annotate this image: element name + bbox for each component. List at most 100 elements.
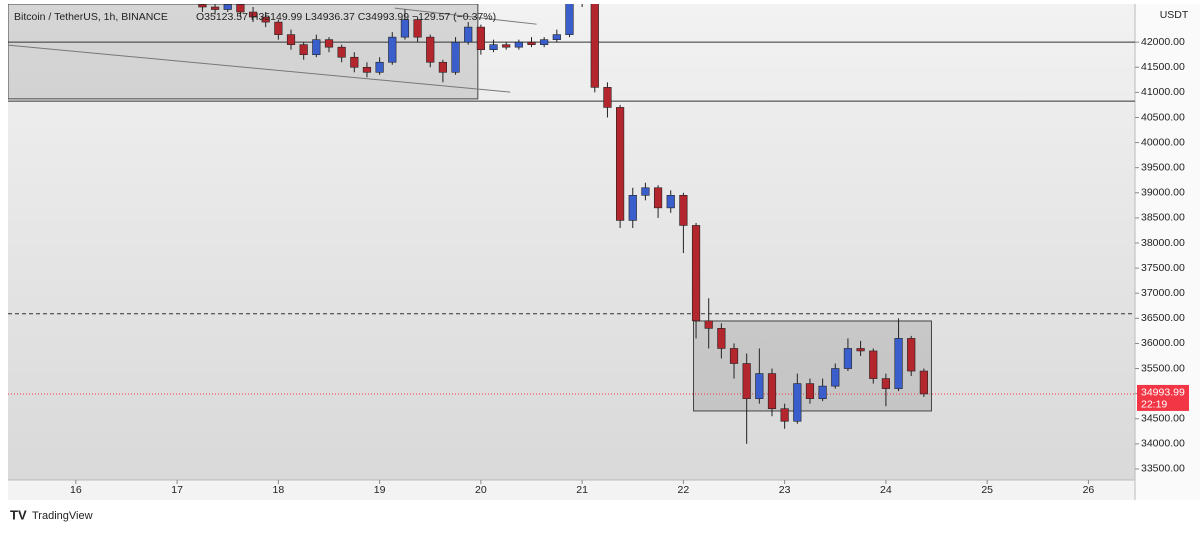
y-tick-label: 40000.00: [1141, 136, 1185, 148]
candle-body: [299, 44, 308, 56]
candle-body: [375, 61, 384, 73]
y-tick-label: 39500.00: [1141, 161, 1185, 173]
x-tick-label: 25: [981, 484, 993, 496]
y-tick-label: 34000.00: [1141, 438, 1185, 450]
y-tick-label: 41000.00: [1141, 86, 1185, 98]
x-tick-label: 16: [70, 484, 82, 496]
x-tick-label: 17: [171, 484, 183, 496]
x-tick-label: 19: [374, 484, 386, 496]
candle-body: [337, 46, 346, 58]
candle-body: [489, 44, 498, 50]
candle-body: [907, 338, 916, 372]
candle-body: [565, 4, 574, 35]
candle-body: [704, 320, 713, 329]
candle-body: [540, 39, 549, 45]
candle-body: [324, 39, 334, 48]
currency: USDT: [1160, 9, 1189, 21]
candle-body: [350, 56, 359, 68]
candle-body: [755, 373, 764, 399]
candle-body: [286, 34, 296, 45]
price-axis: [1135, 4, 1200, 500]
countdown-label: 22:19: [1141, 399, 1167, 411]
candle-body: [666, 195, 675, 209]
y-tick-label: 35500.00: [1141, 362, 1185, 374]
candle-body: [628, 195, 637, 221]
time-axis: [8, 480, 1135, 500]
range-box: [8, 4, 479, 100]
y-tick-label: 34500.00: [1141, 413, 1185, 425]
candle-body: [248, 11, 258, 18]
candle-body: [274, 21, 283, 35]
candle-body: [881, 378, 891, 389]
candle-body: [413, 19, 422, 38]
y-tick-label: 40500.00: [1141, 111, 1185, 123]
x-tick-label: 18: [273, 484, 285, 496]
candle-body: [729, 348, 739, 364]
plot-background: [8, 4, 1135, 480]
candle-body: [767, 373, 777, 410]
last-price-tag: [1137, 384, 1189, 411]
candle-body: [362, 66, 372, 73]
y-tick-label: 41500.00: [1141, 61, 1185, 73]
y-tick-label: 42000.00: [1141, 36, 1185, 48]
candle-body: [843, 348, 853, 369]
y-tick-label: 37000.00: [1141, 287, 1185, 299]
candle-body: [388, 36, 397, 63]
trend-line: [8, 44, 511, 93]
x-tick-label: 24: [880, 484, 892, 496]
plot: [8, 4, 1135, 444]
candle-body: [514, 41, 523, 48]
candle-body: [464, 26, 473, 43]
brand-logo: TV: [10, 507, 27, 522]
y-tick-label: 36000.00: [1141, 337, 1185, 349]
y-tick-label: 38000.00: [1141, 237, 1185, 249]
candle-body: [603, 87, 612, 108]
trend-line: [394, 7, 537, 25]
candle-body: [223, 4, 232, 10]
candle-body: [679, 195, 688, 226]
candle-body: [552, 34, 561, 40]
candle-body: [869, 350, 878, 379]
candle-body: [793, 383, 802, 422]
candle-body: [451, 41, 460, 73]
candle-body: [894, 338, 903, 389]
candle-body: [641, 187, 650, 196]
y-tick-label: 36500.00: [1141, 312, 1185, 324]
candle-body: [742, 363, 751, 399]
candle-body: [502, 44, 511, 48]
candle-body: [717, 328, 726, 349]
chart-title: Bitcoin / TetherUS, 1h, BINANCE: [14, 11, 168, 23]
candle-body: [210, 6, 220, 10]
candle-body: [805, 383, 815, 399]
candle-body: [691, 225, 701, 322]
x-tick-label: 26: [1083, 484, 1095, 496]
brand: TradingView: [32, 510, 93, 522]
y-tick-label: 38500.00: [1141, 212, 1185, 224]
x-tick-label: 21: [576, 484, 588, 496]
candle-body: [236, 4, 245, 13]
ohlc-label: O35123.57 H35149.99 L34936.37 C34993.99 …: [196, 11, 496, 23]
x-tick-label: 23: [779, 484, 791, 496]
candle-body: [831, 368, 840, 387]
candle-body: [527, 41, 536, 45]
candle-body: [198, 4, 207, 8]
candle-body: [919, 370, 928, 395]
y-tick-label: 39000.00: [1141, 187, 1185, 199]
x-tick-label: 22: [678, 484, 690, 496]
last-price-label: 34993.99: [1141, 387, 1185, 399]
candle-body: [438, 61, 447, 73]
candle-body: [261, 16, 270, 23]
candle-body: [653, 187, 663, 209]
candle-body: [856, 348, 865, 352]
candle-body: [426, 36, 435, 63]
candle-body: [818, 385, 827, 399]
y-tick-label: 33500.00: [1141, 463, 1185, 475]
candle-body: [400, 19, 410, 38]
candle-body: [476, 26, 485, 50]
candle-body: [616, 107, 625, 221]
candle-body: [312, 39, 321, 56]
y-tick-label: 37500.00: [1141, 262, 1185, 274]
x-tick-label: 20: [475, 484, 487, 496]
candle-body: [780, 408, 789, 422]
